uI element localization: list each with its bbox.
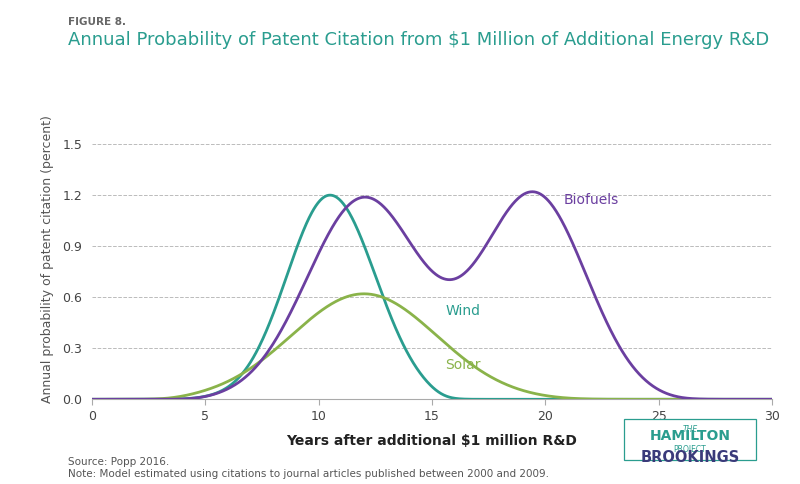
Text: Wind: Wind <box>446 304 481 318</box>
Text: HAMILTON: HAMILTON <box>650 429 730 442</box>
Text: THE: THE <box>682 425 698 434</box>
Text: Biofuels: Biofuels <box>563 193 618 207</box>
Text: Solar: Solar <box>446 358 481 372</box>
Text: PROJECT: PROJECT <box>674 444 706 454</box>
X-axis label: Years after additional $1 million R&D: Years after additional $1 million R&D <box>286 434 578 448</box>
Text: Note: Model estimated using citations to journal articles published between 2000: Note: Model estimated using citations to… <box>68 469 549 480</box>
Text: FIGURE 8.: FIGURE 8. <box>68 17 126 27</box>
Y-axis label: Annual probability of patent citation (percent): Annual probability of patent citation (p… <box>41 115 54 403</box>
Text: BROOKINGS: BROOKINGS <box>640 450 740 465</box>
Text: Annual Probability of Patent Citation from $1 Million of Additional Energy R&D: Annual Probability of Patent Citation fr… <box>68 31 770 49</box>
Text: Source: Popp 2016.: Source: Popp 2016. <box>68 457 170 468</box>
